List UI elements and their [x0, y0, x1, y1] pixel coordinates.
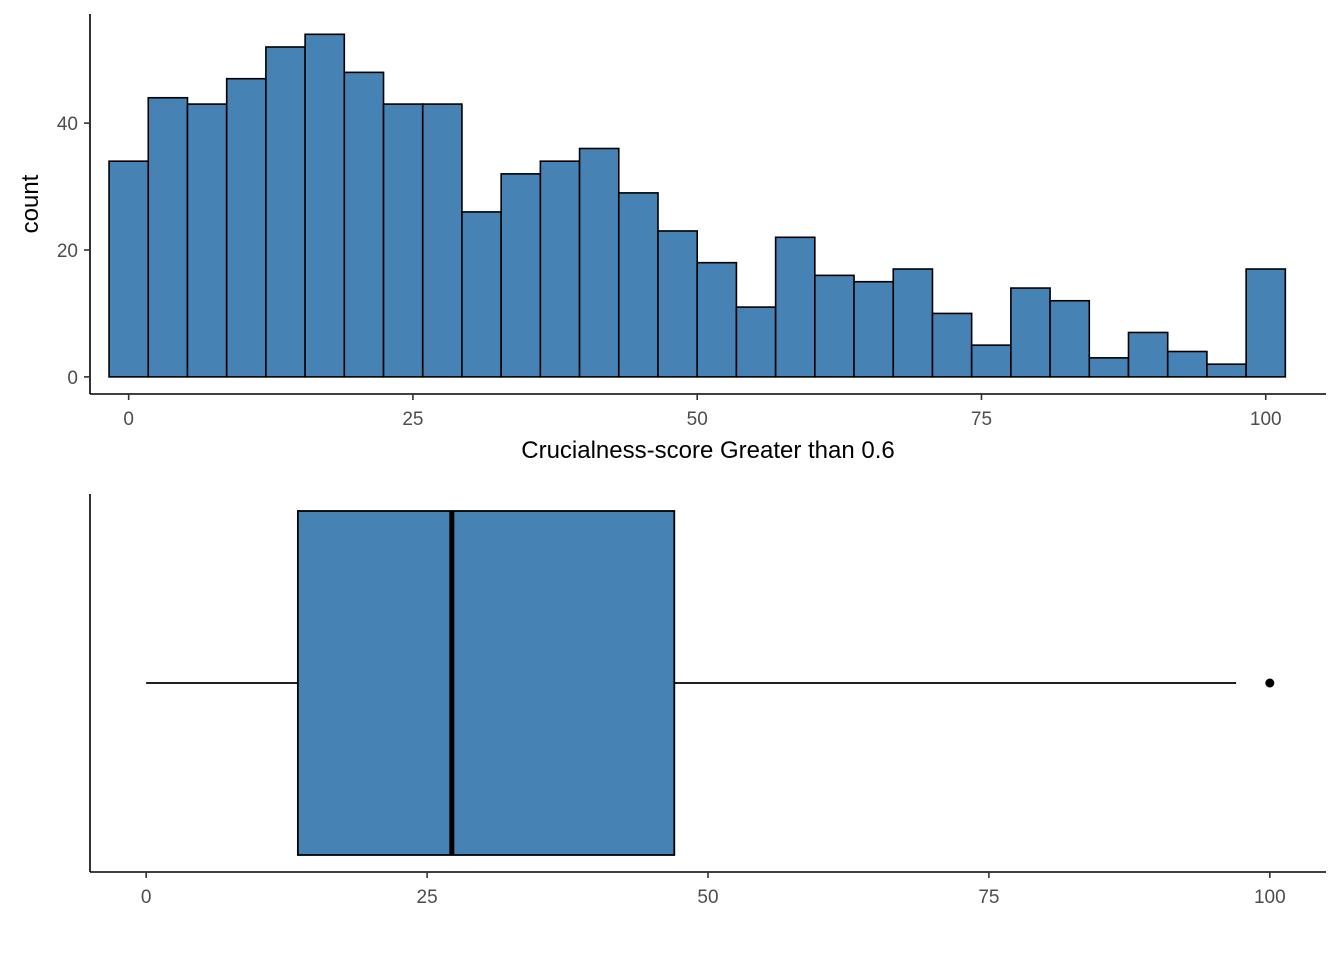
histogram-bar	[657, 230, 698, 378]
boxplot-x-tick-label: 25	[417, 887, 438, 908]
histogram-x-tick-label: 50	[687, 409, 708, 430]
histogram-x-ticks: 0 25 50 75 100	[123, 394, 1282, 430]
histogram-bar	[814, 274, 855, 378]
histogram-bar	[696, 261, 738, 378]
histogram-bars	[108, 33, 1287, 378]
histogram-bar	[1166, 350, 1208, 378]
histogram-bar	[1088, 357, 1130, 378]
histogram-x-tick-label: 75	[971, 409, 992, 430]
histogram-y-axis-title: count	[17, 174, 44, 233]
histogram-bar	[343, 71, 385, 378]
histogram-bar	[970, 344, 1012, 378]
histogram-bar	[1206, 363, 1247, 378]
histogram-x-tick-label: 25	[402, 409, 423, 430]
histogram-bar	[461, 211, 502, 378]
histogram-bar	[1127, 331, 1169, 378]
boxplot-x-tick-label: 50	[697, 887, 718, 908]
histogram-bar	[853, 280, 895, 378]
histogram-bar	[500, 173, 542, 378]
histogram-bar	[539, 160, 581, 378]
histogram-bar	[1245, 268, 1287, 378]
histogram-y-tick-label: 40	[57, 114, 78, 135]
boxplot-marks	[146, 510, 1275, 856]
boxplot-x-ticks: 0 25 50 75 100	[141, 872, 1286, 908]
histogram-bar	[265, 46, 306, 378]
histogram-bar	[304, 33, 346, 378]
boxplot-outlier-point	[1265, 678, 1275, 688]
histogram-bar	[147, 96, 189, 378]
boxplot-panel: 0 25 50 75 100	[89, 494, 1326, 908]
histogram-x-axis-title: Crucialness-score Greater than 0.6	[521, 437, 895, 464]
histogram-x-tick-label: 0	[123, 409, 134, 430]
histogram-bar	[735, 306, 777, 378]
histogram-y-tick-label: 0	[67, 368, 78, 389]
histogram-bar	[225, 77, 267, 378]
histogram-bar	[1049, 299, 1091, 378]
histogram-bar	[382, 103, 424, 378]
histogram-x-tick-label: 100	[1250, 409, 1282, 430]
histogram-bar	[186, 103, 228, 378]
histogram-bar	[578, 147, 620, 378]
boxplot-x-tick-label: 75	[978, 887, 999, 908]
histogram-panel: 0 20 40 0 25 50 75 100 Crucialness-score Great…	[17, 14, 1326, 464]
histogram-bar	[931, 312, 973, 378]
boxplot-box	[296, 510, 676, 856]
boxplot-x-tick-label: 0	[141, 887, 152, 908]
histogram-bar	[421, 103, 463, 378]
histogram-bar	[892, 268, 934, 378]
histogram-y-tick-label: 20	[57, 241, 78, 262]
histogram-bar	[108, 160, 150, 378]
histogram-bar	[774, 236, 816, 378]
histogram-bar	[617, 192, 659, 378]
histogram-bar	[1010, 287, 1051, 378]
boxplot-x-tick-label: 100	[1254, 887, 1286, 908]
histogram-y-ticks: 0 20 40	[57, 114, 90, 389]
